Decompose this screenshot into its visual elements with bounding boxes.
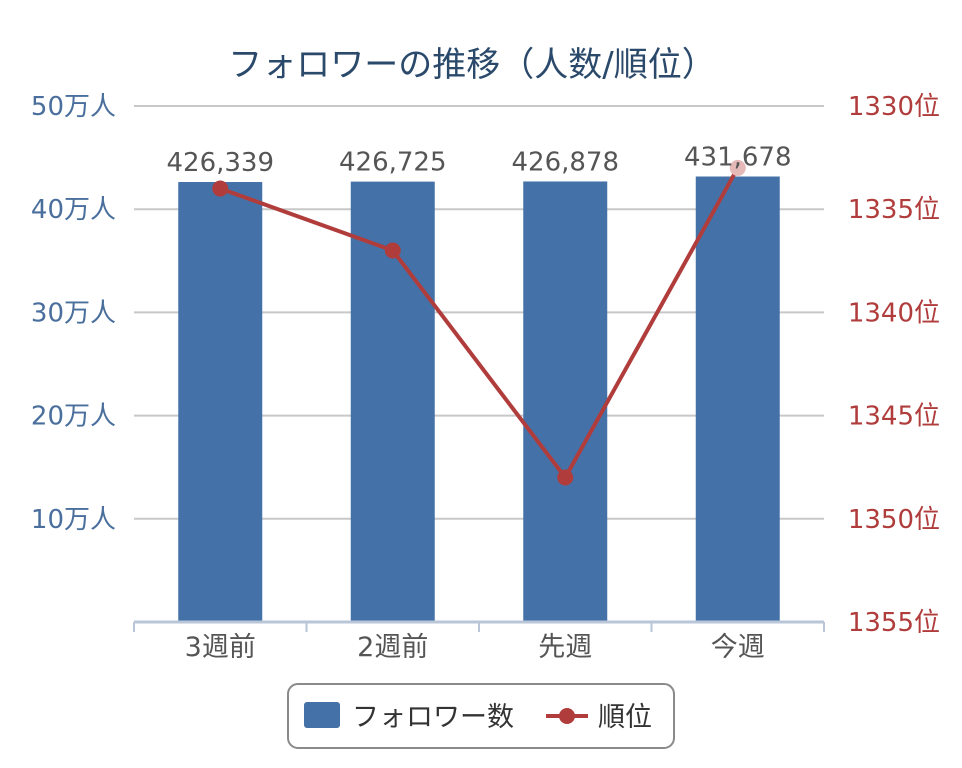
bar <box>695 176 780 622</box>
line-series <box>212 159 746 486</box>
left-tick-label: 10万人 <box>31 505 116 535</box>
x-tick-label: 今週 <box>711 632 765 663</box>
rank-point <box>729 159 746 176</box>
left-tick-label: 40万人 <box>31 195 116 225</box>
x-tick-label: 2週前 <box>357 632 428 663</box>
bar-series <box>178 176 780 622</box>
data-labels: 426,339 426,725 426,878 431,678 <box>166 143 791 179</box>
rank-line <box>219 166 740 482</box>
left-axis: 50万人 40万人 30万人 20万人 10万人 <box>31 92 116 535</box>
legend-bar-label: フォロワー数 <box>352 702 514 733</box>
rank-point <box>384 242 401 259</box>
bar-value-label: 426,725 <box>339 148 447 178</box>
legend-bar-swatch <box>304 702 340 728</box>
right-tick-label: 1355位 <box>848 608 940 638</box>
right-tick-label: 1330位 <box>848 92 940 122</box>
right-tick-label: 1340位 <box>848 298 940 328</box>
rank-point <box>212 180 229 197</box>
x-axis: 3週前 2週前 先週 今週 <box>133 620 825 663</box>
left-tick-label: 30万人 <box>31 298 116 328</box>
bar <box>523 181 608 622</box>
legend-line-marker <box>559 708 575 724</box>
right-tick-label: 1350位 <box>848 505 940 535</box>
bar-value-label: 426,339 <box>166 148 274 178</box>
left-tick-label: 50万人 <box>31 92 116 122</box>
legend-box <box>287 683 675 749</box>
left-tick-label: 20万人 <box>31 402 116 432</box>
right-axis: 1330位 1335位 1340位 1345位 1350位 1355位 <box>848 92 940 638</box>
bar <box>178 182 263 622</box>
chart-title: フォロワーの推移（人数/順位） <box>228 45 715 85</box>
right-tick-label: 1335位 <box>848 195 940 225</box>
x-tick-label: 先週 <box>538 632 592 663</box>
legend: フォロワー数 順位 <box>287 683 675 749</box>
bar-value-label: 426,878 <box>511 147 619 177</box>
right-tick-label: 1345位 <box>848 402 940 432</box>
bar-value-label: 431,678 <box>684 143 792 173</box>
legend-line-label: 順位 <box>598 702 652 733</box>
rank-point <box>557 469 574 486</box>
x-tick-label: 3週前 <box>185 632 256 663</box>
